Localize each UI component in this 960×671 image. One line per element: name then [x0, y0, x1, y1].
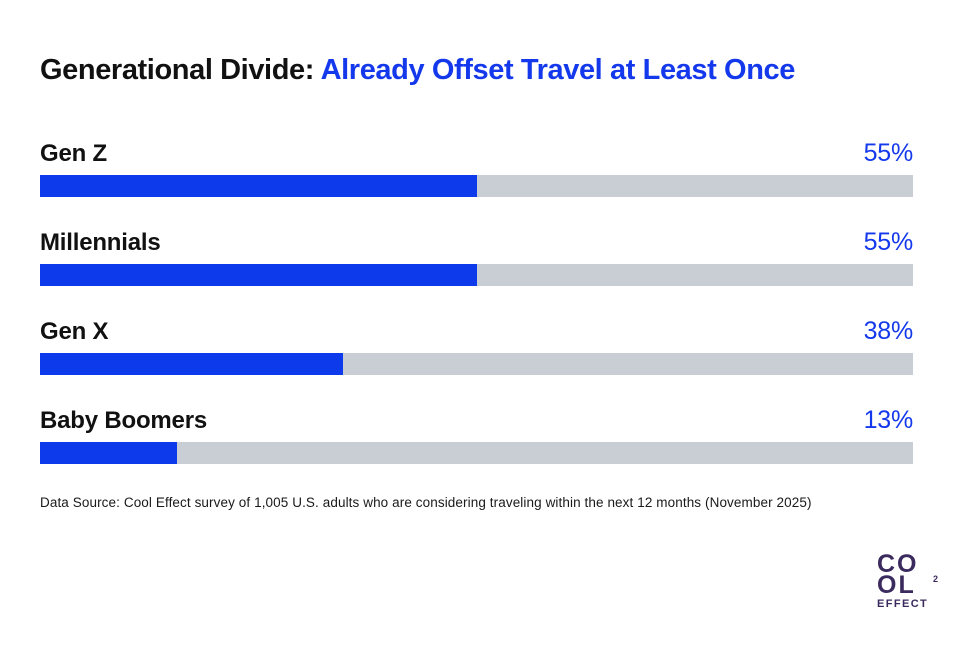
bar-row-gen-z: Gen Z 55% [40, 139, 913, 198]
row-header: Gen X 38% [40, 317, 913, 346]
bar-row-gen-x: Gen X 38% [40, 317, 913, 376]
bar-chart: Gen Z 55% Millennials 55% Gen X [40, 139, 913, 465]
bar-track [40, 353, 913, 376]
logo-line-co: CO [877, 550, 919, 578]
data-source-note: Data Source: Cool Effect survey of 1,005… [40, 495, 812, 511]
row-header: Baby Boomers 13% [40, 406, 913, 435]
bar-fill [40, 353, 343, 376]
logo-ol-text: OL [877, 571, 916, 599]
bar-track [40, 442, 913, 465]
cool-effect-logo: CO OL 2 EFFECT [877, 550, 939, 611]
chart-content: Generational Divide: Already Offset Trav… [40, 55, 913, 511]
logo-effect-text: EFFECT [877, 598, 929, 610]
logo-line-ol: OL 2 [877, 573, 939, 598]
bar-row-baby-boomers: Baby Boomers 13% [40, 406, 913, 465]
row-header: Millennials 55% [40, 228, 913, 257]
title-black-segment: Generational Divide: [40, 54, 321, 86]
category-label: Millennials [40, 229, 161, 257]
bar-track [40, 264, 913, 287]
value-label: 55% [863, 139, 914, 168]
category-label: Baby Boomers [40, 407, 207, 435]
title-blue-segment: Already Offset Travel at Least Once [320, 54, 796, 86]
row-header: Gen Z 55% [40, 139, 913, 168]
logo-subscript-2: 2 [932, 574, 938, 584]
bar-track [40, 175, 913, 198]
category-label: Gen Z [40, 140, 108, 168]
page-title: Generational Divide: Already Offset Trav… [40, 55, 913, 85]
value-label: 13% [863, 406, 914, 435]
value-label: 55% [863, 228, 914, 257]
bar-row-millennials: Millennials 55% [40, 228, 913, 287]
bar-fill [40, 175, 477, 198]
value-label: 38% [863, 317, 914, 346]
bar-fill [40, 264, 477, 287]
category-label: Gen X [40, 318, 109, 346]
bar-fill [40, 442, 178, 465]
